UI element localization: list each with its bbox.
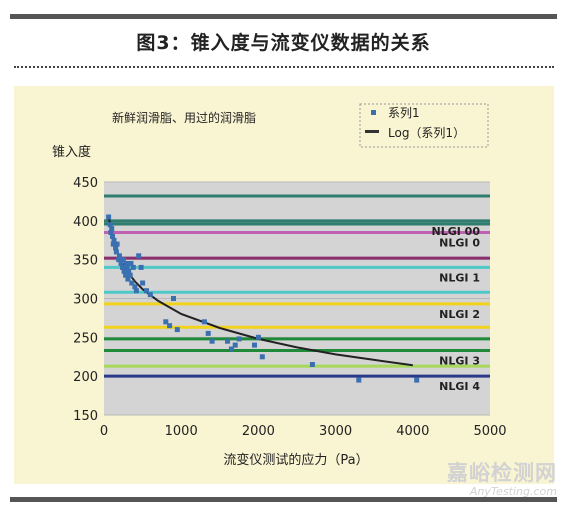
legend-box xyxy=(359,103,489,148)
data-point-17 xyxy=(123,261,129,266)
data-point-47 xyxy=(356,377,362,383)
y-tick-3: 300 xyxy=(73,293,98,308)
data-point-44 xyxy=(255,334,261,340)
data-point-22 xyxy=(128,261,134,266)
data-point-37 xyxy=(205,330,211,336)
data-point-19 xyxy=(125,276,131,282)
dotted-divider xyxy=(14,66,554,68)
data-point-1 xyxy=(107,222,113,228)
nlgi-label-10: NLGI 3 xyxy=(439,355,480,368)
data-point-11 xyxy=(116,253,122,259)
legend-label-log: Log（系列1） xyxy=(388,126,465,140)
data-point-15 xyxy=(121,268,127,274)
data-point-40 xyxy=(228,346,234,352)
data-point-0 xyxy=(106,214,112,220)
data-point-4 xyxy=(110,233,115,239)
watermark-cn: 嘉峪检测网 xyxy=(447,461,557,485)
nlgi-label-7: NLGI 2 xyxy=(439,308,480,321)
data-point-39 xyxy=(225,338,230,344)
data-point-30 xyxy=(144,288,149,294)
data-point-16 xyxy=(123,272,129,278)
data-point-10 xyxy=(116,257,122,263)
data-point-48 xyxy=(414,377,420,383)
data-point-23 xyxy=(129,280,135,286)
data-point-21 xyxy=(127,272,133,278)
data-point-31 xyxy=(147,292,153,298)
data-point-24 xyxy=(130,264,136,270)
x-tick-4: 4000 xyxy=(396,424,429,439)
data-point-32 xyxy=(163,319,169,325)
y-tick-labels: 150 200 250 300 350 400 450 xyxy=(73,176,98,424)
data-point-14 xyxy=(120,257,126,263)
data-point-13 xyxy=(120,264,125,270)
y-tick-1: 200 xyxy=(73,370,98,385)
x-tick-2: 2000 xyxy=(242,424,275,439)
legend: 系列1 Log（系列1） xyxy=(359,103,489,148)
watermark: 嘉峪检测网 AnyTesting.com xyxy=(447,457,557,498)
data-point-7 xyxy=(113,245,119,251)
data-point-28 xyxy=(138,264,144,270)
data-point-6 xyxy=(111,237,117,243)
legend-marker-series1 xyxy=(371,110,376,115)
nlgi-label-3: NLGI 0 xyxy=(439,236,480,249)
data-point-42 xyxy=(236,336,242,342)
y-axis-label: 锥入度 xyxy=(52,144,91,160)
data-point-25 xyxy=(132,284,138,290)
data-point-3 xyxy=(109,226,115,232)
bottom-rule xyxy=(10,497,557,502)
data-point-34 xyxy=(171,296,176,301)
nlgi-label-1: NLGI 00 xyxy=(432,225,481,238)
data-point-27 xyxy=(136,253,142,259)
data-point-18 xyxy=(124,264,130,270)
data-points xyxy=(106,214,420,383)
data-point-45 xyxy=(259,354,265,360)
y-tick-5: 400 xyxy=(73,215,98,230)
x-tick-5: 5000 xyxy=(473,424,506,439)
data-point-9 xyxy=(114,241,120,247)
watermark-en: AnyTesting.com xyxy=(469,485,557,498)
x-axis-label: 流变仪测试的应力（Pa） xyxy=(223,452,368,468)
data-point-33 xyxy=(167,323,173,329)
chart-title: 新鲜润滑脂、用过的润滑脂 xyxy=(112,110,256,125)
y-tick-0: 150 xyxy=(73,409,98,424)
y-tick-4: 350 xyxy=(73,254,98,269)
legend-marker-log xyxy=(365,130,379,133)
data-point-46 xyxy=(309,362,315,367)
x-tick-3: 3000 xyxy=(319,424,352,439)
top-rule xyxy=(10,14,557,19)
y-tick-2: 250 xyxy=(73,331,98,346)
data-point-8 xyxy=(113,249,119,255)
data-point-26 xyxy=(133,288,139,294)
figure-title: 图3：锥入度与流变仪数据的关系 xyxy=(136,32,431,54)
legend-label-series1: 系列1 xyxy=(388,106,420,120)
chart-panel: NLGI 00 NLGI 0 NLGI 1 NLGI 2 NLGI 3 NLGI 4 15… xyxy=(14,86,554,484)
data-point-35 xyxy=(174,327,180,333)
data-point-38 xyxy=(209,338,215,344)
data-point-20 xyxy=(126,268,132,274)
data-point-2 xyxy=(108,230,114,235)
y-tick-6: 450 xyxy=(73,176,98,191)
data-point-29 xyxy=(140,280,146,286)
data-point-12 xyxy=(118,261,124,266)
nlgi-reference-lines xyxy=(104,194,490,378)
data-point-43 xyxy=(252,342,257,348)
data-point-36 xyxy=(201,319,207,325)
x-tick-labels: 0 1000 2000 3000 4000 5000 xyxy=(100,424,507,439)
nlgi-label-12: NLGI 4 xyxy=(439,380,480,393)
x-tick-1: 1000 xyxy=(165,424,198,439)
data-point-5 xyxy=(110,241,116,247)
x-tick-0: 0 xyxy=(100,424,108,439)
nlgi-label-5: NLGI 1 xyxy=(439,271,480,284)
data-point-41 xyxy=(232,342,238,348)
